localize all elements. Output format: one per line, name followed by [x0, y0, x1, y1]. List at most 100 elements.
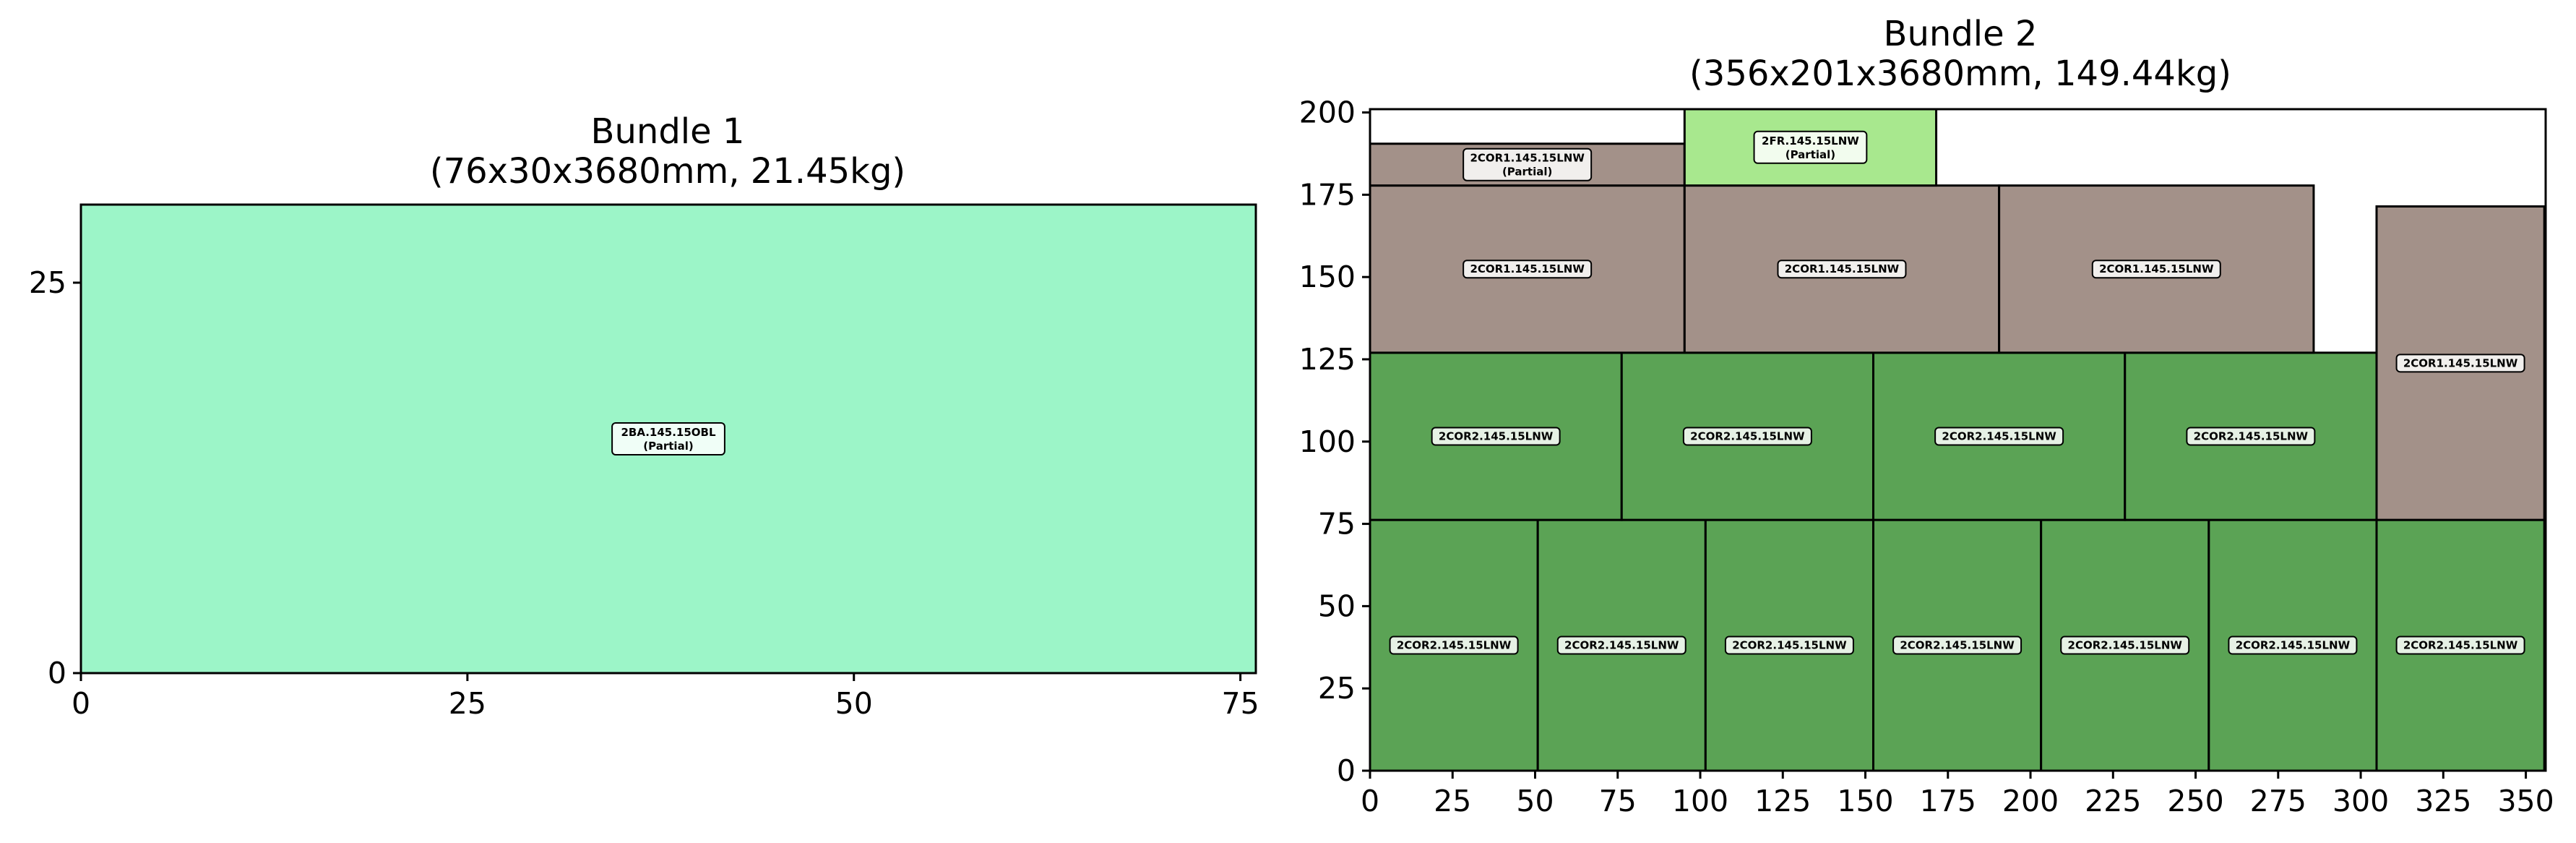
y-tick-label: 25 [29, 265, 66, 300]
box-label: 2COR2.145.15LNW [1439, 429, 1554, 442]
box-label-bg [1463, 260, 1593, 279]
box: 2COR2.145.15LNW [2375, 518, 2546, 772]
x-tick-label: 275 [2250, 784, 2306, 818]
x-tick-label: 350 [2497, 784, 2554, 818]
box-label-bg [2395, 354, 2525, 373]
bundle-2-title-line2: (356x201x3680mm, 149.44kg) [1689, 54, 2231, 94]
box-label-bg [611, 422, 725, 455]
x-tick-label: 225 [2085, 784, 2141, 818]
box-label-bg [1753, 130, 1868, 164]
box-label: 2COR1.145.15LNW [1785, 262, 1900, 275]
box-label-bg [1934, 427, 2064, 446]
box-label-bg [2395, 636, 2525, 655]
box-label: 2COR2.145.15LNW [1732, 639, 1847, 652]
x-tick-label: 50 [1516, 784, 1554, 818]
box: 2FR.145.15LNW(Partial) [1683, 108, 1938, 187]
box: 2COR2.145.15LNW [1369, 351, 1623, 521]
box-note: (Partial) [1785, 148, 1835, 161]
box-label-bg [1431, 427, 1561, 446]
bundle-2-ticks: 0 25 50 75 100 125 150 175 200 225 250 275 300 325 350… [1299, 95, 2554, 818]
x-tick-label: 300 [2332, 784, 2389, 818]
x-tick-label: 175 [1920, 784, 1976, 818]
bundle-2-title-line1: Bundle 2 [1884, 14, 2038, 54]
x-tick-label: 25 [449, 686, 486, 721]
box-label-bg [1682, 427, 1812, 446]
bundle-2-panel: Bundle 2 (356x201x3680mm, 149.44kg) 2COR… [1299, 14, 2554, 818]
box: 2COR1.145.15LNW [1683, 184, 2001, 354]
box-label: 2COR1.145.15LNW [2099, 262, 2214, 275]
y-tick-label: 75 [1318, 507, 1356, 542]
box-label-bg [1389, 636, 1519, 655]
box-label: 2COR2.145.15LNW [1900, 639, 2015, 652]
box-label: 2COR1.145.15LNW [1470, 262, 1585, 275]
box: 2COR2.145.15LNW [1704, 518, 1875, 772]
box: 2COR2.145.15LNW [2207, 518, 2378, 772]
box-label: 2COR2.145.15LNW [2194, 429, 2309, 442]
box: 2COR2.145.15LNW [2124, 351, 2378, 521]
box: 2COR2.145.15LNW [2040, 518, 2210, 772]
box-note: (Partial) [643, 440, 693, 453]
box: 2COR2.145.15LNW [1369, 518, 1539, 772]
box-label: 2COR1.145.15LNW [1470, 152, 1585, 165]
x-tick-label: 75 [1599, 784, 1637, 818]
box-label-bg [2060, 636, 2190, 655]
box: 2COR2.145.15LNW [1536, 518, 1707, 772]
y-tick-label: 150 [1299, 260, 1356, 294]
y-tick-label: 125 [1299, 342, 1356, 377]
box-label: 2BA.145.15OBL [621, 426, 716, 439]
box: 2COR2.145.15LNW [1872, 351, 2127, 521]
y-tick-label: 50 [1318, 589, 1356, 623]
bundle-1-ticks: 0 25 50 75 0 25 [29, 265, 1259, 721]
x-tick-label: 250 [2167, 784, 2223, 818]
box-label-bg [1556, 636, 1687, 655]
box-label-bg [1777, 260, 1907, 279]
box-note: (Partial) [1502, 166, 1552, 179]
bundle-2-boxes: 2COR2.145.15LNW 2COR2.145.15LNW 2COR2.145.… [1369, 108, 2546, 772]
x-tick-label: 0 [1361, 784, 1379, 818]
box-label: 2COR2.145.15LNW [2068, 639, 2183, 652]
y-tick-label: 0 [1337, 753, 1356, 788]
box-label-bg [2228, 636, 2358, 655]
box-label-bg [1724, 636, 1854, 655]
box-label-bg [2091, 260, 2221, 279]
y-tick-label: 25 [1318, 671, 1356, 706]
box-label: 2COR2.145.15LNW [1564, 639, 1679, 652]
box-label: 2FR.145.15LNW [1762, 134, 1859, 147]
box: 2COR2.145.15LNW [1620, 351, 1875, 521]
bundle-1-boxes: 2BA.145.15OBL(Partial) [79, 203, 1257, 675]
box: 2COR1.145.15LNW [1998, 184, 2315, 354]
box: 2BA.145.15OBL(Partial) [79, 203, 1257, 675]
bundle-1-axes-frame [79, 203, 1257, 675]
box: 2COR1.145.15LNW(Partial) [1369, 142, 1686, 187]
box-label: 2COR2.145.15LNW [1397, 639, 1512, 652]
bundle-1-title-line2: (76x30x3680mm, 21.45kg) [430, 151, 905, 192]
x-tick-label: 100 [1672, 784, 1728, 818]
box-label-bg [1463, 147, 1593, 181]
box-label-bg [2186, 427, 2316, 446]
box: 2COR1.145.15LNW [1369, 184, 1686, 354]
x-tick-label: 0 [72, 686, 90, 721]
y-tick-label: 175 [1299, 177, 1356, 212]
y-tick-label: 200 [1299, 95, 1356, 130]
x-tick-label: 75 [1222, 686, 1259, 721]
y-tick-label: 0 [48, 656, 66, 690]
box-label: 2COR2.145.15LNW [1942, 429, 2056, 442]
box: 2COR2.145.15LNW [1872, 518, 2043, 772]
box-label-bg [1892, 636, 2023, 655]
x-tick-label: 325 [2415, 784, 2471, 818]
box-label: 2COR2.145.15LNW [2403, 639, 2518, 652]
box-label: 2COR1.145.15LNW [2403, 356, 2518, 369]
x-tick-label: 25 [1434, 784, 1471, 818]
box-label: 2COR2.145.15LNW [1690, 429, 1805, 442]
x-tick-label: 50 [835, 686, 873, 721]
box-label: 2COR2.145.15LNW [2236, 639, 2351, 652]
bundle-1-panel: Bundle 1 (76x30x3680mm, 21.45kg) 2BA.145… [29, 111, 1259, 721]
x-tick-label: 150 [1837, 784, 1893, 818]
y-tick-label: 100 [1299, 424, 1356, 459]
x-tick-label: 125 [1754, 784, 1811, 818]
bundle-1-title-line1: Bundle 1 [591, 111, 745, 152]
box: 2COR1.145.15LNW [2375, 205, 2546, 521]
x-tick-label: 200 [2002, 784, 2059, 818]
bundle-2-axes-frame [1369, 108, 2547, 772]
